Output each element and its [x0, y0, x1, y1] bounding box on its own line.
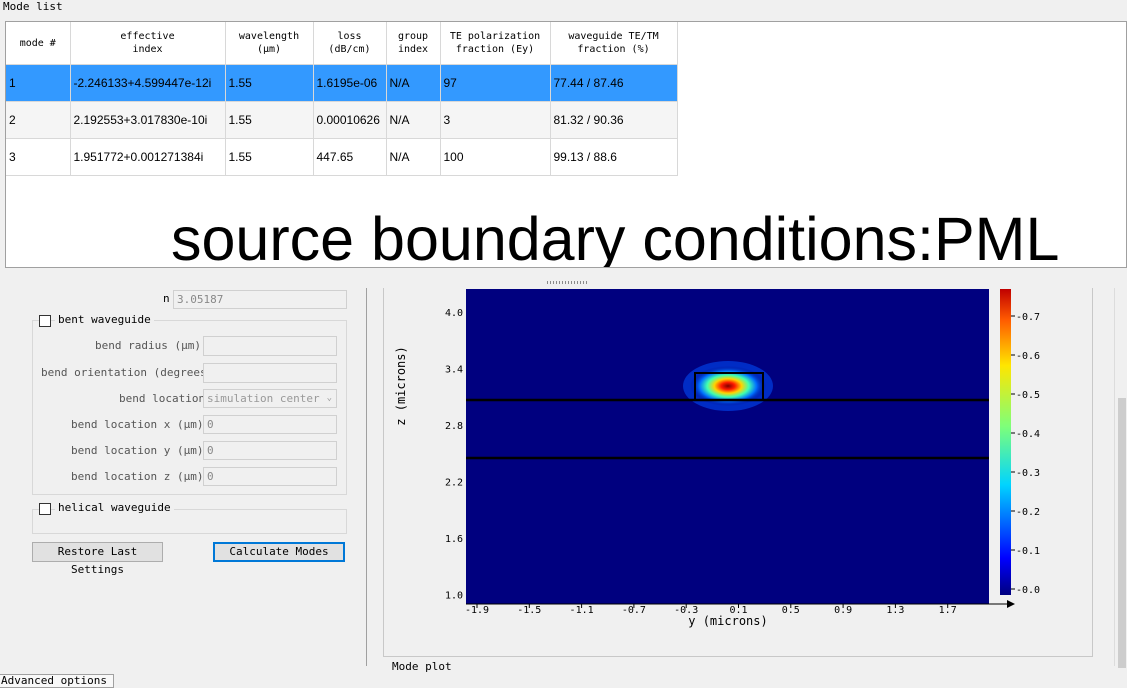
y-tick-label: 2.2: [445, 478, 463, 489]
helical-waveguide-checkbox[interactable]: [39, 503, 51, 515]
x-tick-labels: -1.9 -1.5 -1.1 -0.7 -0.3 0.1 0.5 0.9 1.3 1.7: [465, 604, 957, 616]
table-cell: 81.32 / 90.36: [550, 101, 678, 139]
x-tick-label: 1.7: [939, 605, 957, 616]
column-header[interactable]: group index: [386, 22, 441, 65]
column-header[interactable]: waveguide TE/TM fraction (%): [550, 22, 678, 65]
colorbar-tick-labels: -0.7 -0.6 -0.5 -0.4 -0.3 -0.2 -0.1 -0.0: [1011, 312, 1040, 596]
colorbar-tick-label: -0.3: [1016, 468, 1040, 479]
x-tick-label: -0.7: [622, 605, 646, 616]
helical-waveguide-group: [32, 509, 347, 534]
table-row[interactable]: 2 2.192553+3.017830e-10i 1.55 0.00010626 N/A…: [6, 101, 678, 139]
table-cell: 1.55: [225, 64, 314, 102]
colorbar-tick-label: -0.5: [1016, 390, 1040, 401]
colorbar-tick-label: -0.1: [1016, 546, 1040, 557]
bend-radius-label: bend radius (µm): [95, 339, 201, 352]
mode-plot-label: Mode plot: [392, 660, 452, 673]
bend-y-input[interactable]: 0: [203, 441, 337, 460]
bend-location-select[interactable]: simulation center ⌄: [203, 389, 337, 408]
colorbar-tick-label: -0.6: [1016, 351, 1040, 362]
x-axis-arrow-icon: [1007, 600, 1015, 608]
table-row[interactable]: 3 1.951772+0.001271384i 1.55 447.65 N/A 100 99…: [6, 138, 678, 176]
column-header[interactable]: effective index: [70, 22, 226, 65]
x-tick-label: 0.1: [729, 605, 747, 616]
table-cell: 1.951772+0.001271384i: [70, 138, 226, 176]
bend-y-label: bend location y (µm): [71, 444, 204, 457]
mode-field-plot: -1.9 -1.5 -1.1 -0.7 -0.3 0.1 0.5 0.9 1.3 1.7 4.0 3…: [394, 289, 1040, 628]
table-cell: 1.6195e-06: [313, 64, 387, 102]
table-cell: 2.192553+3.017830e-10i: [70, 101, 226, 139]
table-cell: 1.55: [225, 101, 314, 139]
x-tick-label: -1.1: [570, 605, 594, 616]
column-header[interactable]: wavelength (µm): [225, 22, 314, 65]
x-tick-label: -0.3: [674, 605, 698, 616]
bend-x-label: bend location x (µm): [71, 418, 204, 431]
bend-location-label: bend location: [119, 392, 206, 405]
table-cell: 447.65: [313, 138, 387, 176]
table-cell: 77.44 / 87.46: [550, 64, 678, 102]
mode-list-title: Mode list: [3, 0, 63, 13]
table-cell: 3: [6, 138, 71, 176]
y-axis-label: z (microns): [394, 346, 408, 425]
x-tick-label: 1.3: [886, 605, 904, 616]
column-header[interactable]: TE polarization fraction (Ey): [440, 22, 551, 65]
bend-x-input[interactable]: 0: [203, 415, 337, 434]
x-axis-label: y (microns): [688, 614, 767, 628]
x-tick-label: 0.5: [782, 605, 800, 616]
field-hotspot: [690, 366, 766, 406]
table-cell: N/A: [386, 64, 441, 102]
mode-table: mode # effective index wavelength (µm) loss (d…: [6, 22, 678, 176]
bend-radius-input[interactable]: [203, 336, 337, 356]
table-cell: 1: [6, 64, 71, 102]
settings-panel: n 3.05187 bent waveguide bend radius (µm…: [0, 288, 367, 666]
column-header[interactable]: loss (dB/cm): [313, 22, 387, 65]
bend-z-input[interactable]: 0: [203, 467, 337, 486]
bent-waveguide-checkbox[interactable]: [39, 315, 51, 327]
y-tick-label: 1.0: [445, 591, 463, 602]
y-tick-label: 2.8: [445, 421, 463, 432]
table-cell: 2: [6, 101, 71, 139]
x-tick-label: -1.9: [465, 605, 489, 616]
colorbar: [1000, 289, 1011, 595]
table-row[interactable]: 1 -2.246133+4.599447e-12i 1.55 1.6195e-06 N/…: [6, 64, 678, 102]
table-cell: 97: [440, 64, 551, 102]
table-cell: 99.13 / 88.6: [550, 138, 678, 176]
table-cell: 1.55: [225, 138, 314, 176]
x-tick-label: -1.5: [517, 605, 541, 616]
table-cell: N/A: [386, 138, 441, 176]
colorbar-tick-label: -0.7: [1016, 312, 1040, 323]
n-field[interactable]: 3.05187: [173, 290, 347, 309]
calculate-modes-button[interactable]: Calculate Modes: [213, 542, 345, 562]
colorbar-tick-label: -0.2: [1016, 507, 1040, 518]
y-tick-label: 3.4: [445, 365, 463, 376]
bend-orientation-label: bend orientation (degrees): [41, 366, 214, 379]
bent-waveguide-label: bent waveguide: [55, 313, 154, 326]
plot-area: [466, 289, 989, 604]
restore-settings-button[interactable]: Restore Last Settings: [32, 542, 163, 576]
x-tick-label: 0.9: [834, 605, 852, 616]
splitter-grip-icon[interactable]: [547, 281, 587, 284]
chevron-down-icon: ⌄: [326, 393, 332, 403]
table-header-row: mode # effective index wavelength (µm) loss (d…: [6, 22, 678, 65]
table-cell: 0.00010626: [313, 101, 387, 139]
column-header[interactable]: mode #: [6, 22, 71, 65]
bend-location-value: simulation center: [207, 392, 320, 405]
bend-orientation-input[interactable]: [203, 363, 337, 383]
bend-z-label: bend location z (µm): [71, 470, 204, 483]
right-scrollbar-thumb[interactable]: [1118, 398, 1126, 668]
bent-waveguide-group: [32, 320, 347, 495]
helical-waveguide-label: helical waveguide: [55, 501, 174, 514]
colorbar-tick-label: -0.0: [1016, 585, 1040, 596]
y-tick-labels: 4.0 3.4 2.8 2.2 1.6 1.0: [445, 308, 463, 602]
table-cell: N/A: [386, 101, 441, 139]
boundary-annotation: source boundary conditions:PML: [171, 205, 1060, 268]
mode-list-panel: ^ mode #effectiveindexwavelength(µm)loss…: [5, 21, 1127, 268]
n-label: n: [163, 292, 170, 305]
colorbar-tick-label: -0.4: [1016, 429, 1040, 440]
table-cell: 100: [440, 138, 551, 176]
table-cell: -2.246133+4.599447e-12i: [70, 64, 226, 102]
table-cell: 3: [440, 101, 551, 139]
y-tick-label: 1.6: [445, 534, 463, 545]
y-tick-label: 4.0: [445, 308, 463, 319]
